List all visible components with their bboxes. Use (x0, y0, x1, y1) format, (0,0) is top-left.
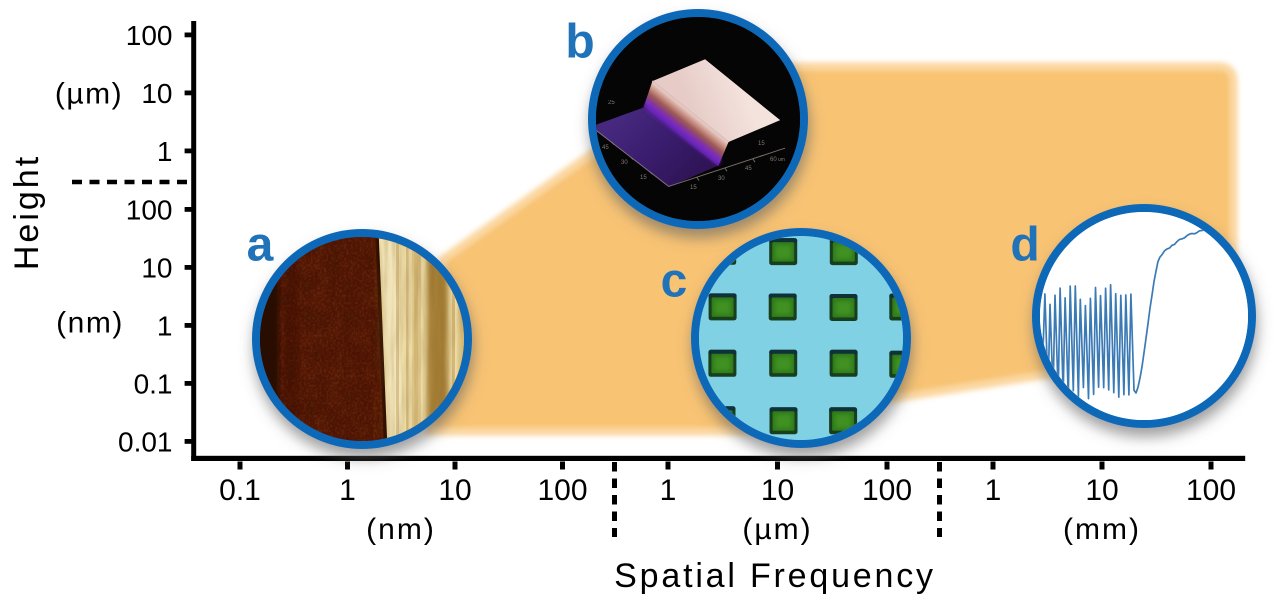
svg-text:1: 1 (339, 474, 356, 507)
svg-text:30: 30 (718, 176, 725, 182)
svg-text:45: 45 (602, 145, 609, 151)
svg-text:15: 15 (758, 141, 765, 147)
svg-text:10: 10 (438, 474, 471, 507)
svg-text:0.01: 0.01 (118, 427, 173, 458)
svg-text:c: c (661, 255, 688, 308)
svg-text:100: 100 (126, 195, 173, 226)
svg-text:10: 10 (141, 253, 172, 284)
svg-text:25: 25 (608, 100, 615, 106)
svg-text:(µm): (µm) (55, 78, 123, 111)
svg-text:1: 1 (157, 311, 173, 342)
svg-text:10: 10 (761, 474, 794, 507)
svg-text:15: 15 (640, 175, 647, 181)
svg-text:a: a (247, 219, 274, 272)
svg-text:0.1: 0.1 (219, 474, 261, 507)
svg-text:Height: Height (8, 154, 46, 270)
svg-text:(µm): (µm) (742, 513, 812, 546)
svg-text:45: 45 (745, 166, 752, 172)
svg-text:um: um (778, 157, 785, 163)
svg-text:(nm): (nm) (56, 307, 124, 340)
svg-text:100: 100 (537, 474, 587, 507)
svg-text:1: 1 (985, 474, 1002, 507)
svg-text:1: 1 (157, 136, 173, 167)
svg-text:1: 1 (660, 474, 677, 507)
svg-text:30: 30 (621, 160, 628, 166)
svg-text:10: 10 (141, 78, 172, 109)
svg-text:b: b (565, 16, 594, 69)
svg-text:100: 100 (1186, 474, 1236, 507)
svg-text:(nm): (nm) (366, 513, 436, 546)
svg-text:10: 10 (1085, 474, 1118, 507)
svg-text:60: 60 (770, 157, 777, 163)
svg-text:100: 100 (126, 20, 173, 51)
svg-text:Spatial Frequency: Spatial Frequency (614, 557, 936, 595)
svg-text:d: d (1010, 219, 1039, 272)
svg-text:(mm): (mm) (1063, 513, 1141, 546)
svg-text:100: 100 (862, 474, 912, 507)
svg-text:15: 15 (690, 185, 697, 191)
svg-text:0.1: 0.1 (134, 369, 173, 400)
